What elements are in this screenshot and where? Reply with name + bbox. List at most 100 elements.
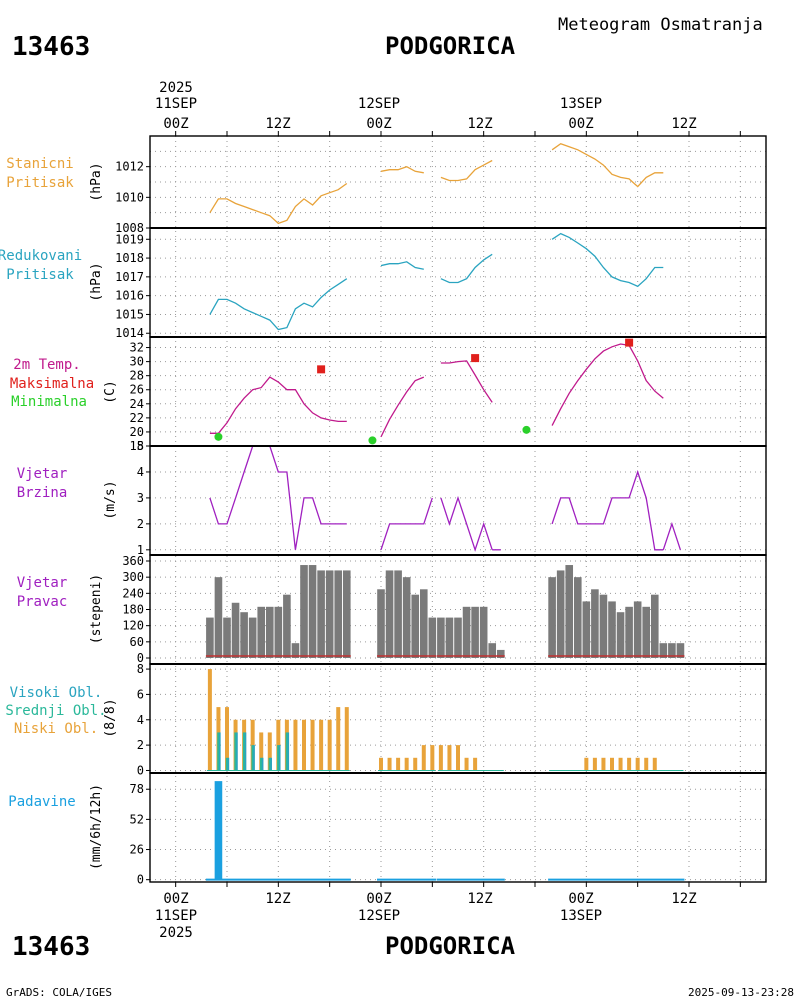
cloud-low-bar — [259, 732, 264, 771]
wind-direction-bar — [633, 601, 642, 658]
wind_speed-ytick-label: 4 — [137, 465, 144, 479]
label-wind-direction-1: Vjetar — [17, 575, 68, 591]
precipitation-bar — [214, 781, 223, 880]
wind-direction-bar — [240, 612, 248, 658]
wind-direction-bar — [496, 649, 505, 658]
wind_direction-ytick-label: 360 — [122, 554, 144, 568]
plot-area: 1008101010121014101510161017101810191820… — [115, 131, 767, 887]
label-reduced-pressure-1: Redukovani — [0, 248, 82, 264]
cloud-low-bar — [652, 757, 657, 771]
wind-direction-bar — [325, 570, 334, 658]
cloud-low-bar — [207, 669, 212, 771]
temperature-ytick-label: 18 — [130, 439, 144, 453]
station-pressure-line — [380, 165, 424, 174]
wind-direction-bar — [454, 617, 462, 658]
label-temperature-min: Minimalna — [11, 394, 87, 410]
wind-direction-bar — [411, 594, 420, 658]
label-clouds-high: Visoki Obl. — [10, 685, 103, 701]
wind-speed-line — [551, 469, 664, 551]
date-label-bottom-2: 13SEP — [560, 908, 602, 924]
reduced_pressure-ytick-label: 1017 — [115, 270, 144, 284]
chart-title: Meteogram Osmatranja — [558, 15, 763, 35]
reduced-pressure-line — [209, 278, 348, 331]
wind-direction-bar — [428, 617, 437, 658]
wind-speed-line — [440, 495, 493, 552]
temperature-max-marker — [471, 354, 480, 363]
wind-direction-bar — [206, 617, 214, 658]
unit-reduced-pressure: (hPa) — [89, 262, 104, 301]
reduced-pressure-line — [551, 232, 664, 288]
cloud-middle-bar — [217, 732, 220, 771]
time-label-top-5: 12Z — [671, 116, 696, 132]
wind-direction-bar — [317, 570, 325, 658]
time-label-bottom-5: 12Z — [671, 891, 696, 907]
cloud-low-bar — [319, 719, 324, 771]
time-label-top-3: 12Z — [467, 116, 492, 132]
unit-station-pressure: (hPa) — [89, 162, 104, 201]
temperature-ytick-label: 32 — [130, 341, 144, 355]
wind-direction-bar — [248, 617, 257, 658]
cloud-low-bar — [618, 757, 623, 771]
station-id-bottom: 13463 — [12, 932, 90, 962]
cloud-low-bar — [344, 707, 349, 771]
cloud-middle-bar — [268, 757, 271, 771]
label-reduced-pressure-2: Pritisak — [6, 267, 74, 283]
wind-direction-bar — [565, 565, 574, 658]
cloud-middle-bar — [251, 745, 254, 771]
wind-direction-bar — [616, 612, 625, 658]
cloud-middle-bar — [277, 745, 280, 771]
time-label-bottom-3: 12Z — [467, 891, 492, 907]
reduced_pressure-ytick-label: 1014 — [115, 326, 144, 340]
station_pressure-ytick-label: 1012 — [115, 160, 144, 174]
wind-direction-bar — [385, 570, 394, 658]
reduced_pressure-ytick-label: 1015 — [115, 307, 144, 321]
reduced-pressure-line — [380, 261, 424, 270]
cloud-low-bar — [404, 757, 409, 771]
wind-direction-bar — [556, 570, 565, 658]
wind-direction-bar — [437, 617, 445, 658]
temperature-min-marker — [522, 425, 531, 434]
wind_direction-ytick-label: 0 — [137, 651, 144, 665]
year-label-bottom: 2025 — [159, 925, 193, 941]
cloud-low-bar — [464, 757, 469, 771]
station_pressure-ytick-label: 1008 — [115, 221, 144, 235]
precipitation-ytick-label: 0 — [137, 873, 144, 887]
precipitation-ytick-label: 52 — [130, 812, 144, 826]
label-precipitation: Padavine — [8, 794, 75, 810]
cloud-middle-bar — [260, 757, 263, 771]
cloud-high-bar — [278, 745, 281, 771]
clouds-ytick-label: 2 — [137, 738, 144, 752]
date-label-top-0: 11SEP — [155, 96, 197, 112]
unit-wind-direction: (stepeni) — [89, 574, 104, 644]
cloud-low-bar — [396, 757, 401, 771]
clouds-ytick-label: 0 — [137, 763, 144, 777]
wind-direction-bar — [308, 565, 317, 658]
temperature-ytick-label: 24 — [130, 397, 144, 411]
wind_speed-panel-frame — [149, 445, 767, 556]
wind-speed-line — [662, 521, 682, 551]
wind_speed-ytick-label: 2 — [137, 517, 144, 531]
label-station-pressure-2: Pritisak — [6, 175, 74, 191]
footer-timestamp: 2025-09-13-23:28 — [688, 986, 794, 999]
wind-direction-bar — [676, 643, 685, 658]
temperature-ytick-label: 26 — [130, 383, 144, 397]
wind_speed-ytick-label: 1 — [137, 543, 144, 557]
temperature-line — [440, 360, 493, 403]
temperature-min-marker — [368, 436, 377, 445]
cloud-low-bar — [438, 745, 443, 771]
reduced_pressure-ytick-label: 1018 — [115, 251, 144, 265]
unit-wind-speed: (m/s) — [103, 480, 118, 519]
cloud-low-bar — [635, 757, 640, 771]
time-label-bottom-0: 00Z — [163, 891, 188, 907]
wind-direction-bar — [377, 589, 385, 658]
wind-direction-bar — [445, 617, 454, 658]
cloud-low-bar — [267, 732, 272, 771]
wind-direction-bar — [231, 602, 240, 658]
wind-direction-bar — [394, 570, 402, 658]
wind-direction-bar — [257, 606, 266, 658]
cloud-high-bar — [270, 757, 272, 771]
cloud-low-bar — [225, 707, 229, 771]
wind-direction-bar — [265, 606, 274, 658]
time-label-top-0: 00Z — [163, 116, 188, 132]
